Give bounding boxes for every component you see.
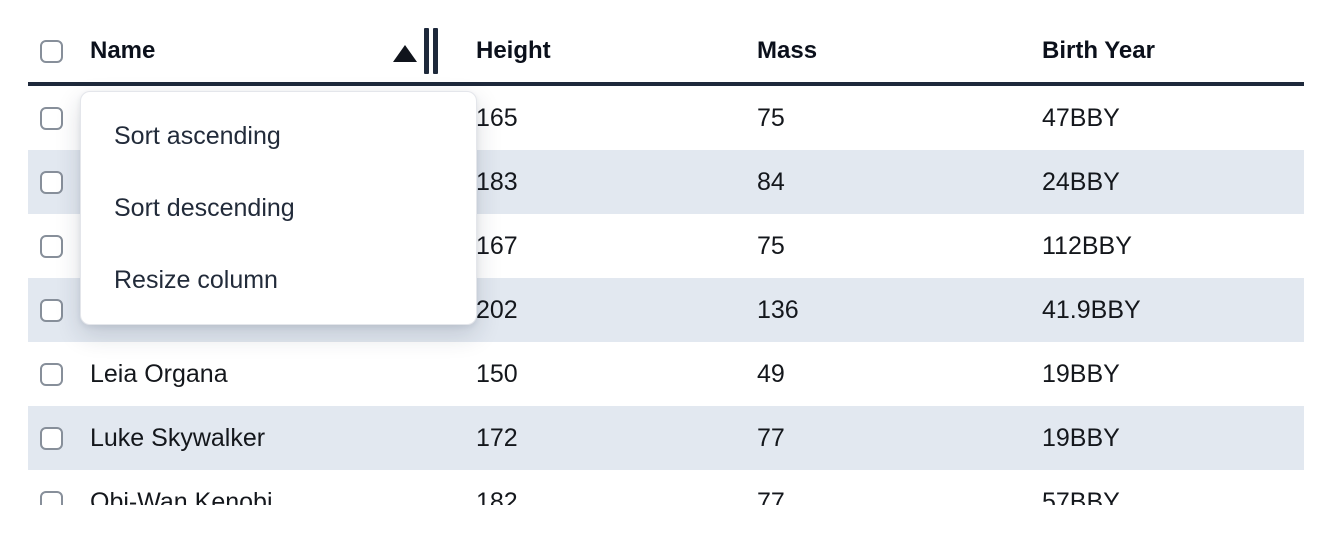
row-checkbox-cell bbox=[28, 170, 78, 194]
column-context-menu: Sort ascending Sort descending Resize co… bbox=[80, 91, 477, 325]
table-row[interactable]: Luke Skywalker 172 77 19BBY bbox=[28, 406, 1304, 470]
row-checkbox-cell bbox=[28, 298, 78, 322]
cell-birth-year: 112BBY bbox=[1042, 231, 1132, 260]
row-checkbox-cell bbox=[28, 106, 78, 130]
cell-mass: 84 bbox=[757, 167, 785, 196]
cell-birth-year: 24BBY bbox=[1042, 167, 1120, 196]
cell-name: Luke Skywalker bbox=[90, 423, 266, 452]
column-header-name-label: Name bbox=[90, 37, 156, 64]
menu-item-resize-column[interactable]: Resize column bbox=[81, 244, 476, 316]
row-checkbox-cell bbox=[28, 490, 78, 505]
column-header-birth-year[interactable]: Birth Year bbox=[1030, 37, 1304, 65]
cell-birth-year: 19BBY bbox=[1042, 359, 1120, 388]
column-header-height[interactable]: Height bbox=[464, 37, 745, 65]
table-header-row: Name Height Mass Birth Year bbox=[28, 0, 1304, 86]
column-header-mass[interactable]: Mass bbox=[745, 37, 1030, 65]
row-checkbox[interactable] bbox=[40, 298, 63, 322]
row-checkbox[interactable] bbox=[40, 234, 63, 258]
menu-item-label: Sort descending bbox=[114, 193, 295, 222]
cell-height: 182 bbox=[476, 487, 518, 506]
cell-mass: 77 bbox=[757, 487, 785, 506]
cell-mass: 75 bbox=[757, 103, 785, 132]
cell-mass: 136 bbox=[757, 295, 799, 324]
cell-height: 183 bbox=[476, 167, 518, 196]
row-checkbox-cell bbox=[28, 362, 78, 386]
select-all-checkbox[interactable] bbox=[40, 39, 63, 63]
table-row[interactable]: Obi-Wan Kenobi 182 77 57BBY bbox=[28, 470, 1304, 505]
cell-name: Obi-Wan Kenobi bbox=[90, 487, 273, 506]
column-header-name[interactable]: Name bbox=[78, 37, 464, 65]
cell-height: 150 bbox=[476, 359, 518, 388]
sort-ascending-icon bbox=[393, 45, 417, 62]
resize-bar-icon bbox=[424, 28, 429, 74]
cell-height: 202 bbox=[476, 295, 518, 324]
row-checkbox[interactable] bbox=[40, 362, 63, 386]
column-header-height-label: Height bbox=[476, 37, 551, 64]
cell-mass: 77 bbox=[757, 423, 785, 452]
cell-birth-year: 57BBY bbox=[1042, 487, 1120, 506]
cell-mass: 75 bbox=[757, 231, 785, 260]
cell-height: 167 bbox=[476, 231, 518, 260]
menu-item-label: Resize column bbox=[114, 265, 278, 294]
row-checkbox[interactable] bbox=[40, 106, 63, 130]
column-header-birth-year-label: Birth Year bbox=[1042, 37, 1155, 64]
row-checkbox-cell bbox=[28, 426, 78, 450]
cell-name: Leia Organa bbox=[90, 359, 228, 388]
cell-birth-year: 19BBY bbox=[1042, 423, 1120, 452]
menu-item-label: Sort ascending bbox=[114, 121, 281, 150]
column-resize-handle[interactable] bbox=[424, 28, 438, 74]
row-checkbox-cell bbox=[28, 234, 78, 258]
menu-item-sort-descending[interactable]: Sort descending bbox=[81, 172, 476, 244]
cell-height: 165 bbox=[476, 103, 518, 132]
table-row[interactable]: Leia Organa 150 49 19BBY bbox=[28, 342, 1304, 406]
cell-birth-year: 41.9BBY bbox=[1042, 295, 1141, 324]
column-header-mass-label: Mass bbox=[757, 37, 818, 64]
menu-item-sort-ascending[interactable]: Sort ascending bbox=[81, 100, 476, 172]
cell-mass: 49 bbox=[757, 359, 785, 388]
cell-height: 172 bbox=[476, 423, 518, 452]
row-checkbox[interactable] bbox=[40, 170, 63, 194]
row-checkbox[interactable] bbox=[40, 490, 63, 505]
resize-bar-icon bbox=[433, 28, 438, 74]
cell-birth-year: 47BBY bbox=[1042, 103, 1120, 132]
select-all-cell bbox=[28, 39, 78, 63]
row-checkbox[interactable] bbox=[40, 426, 63, 450]
